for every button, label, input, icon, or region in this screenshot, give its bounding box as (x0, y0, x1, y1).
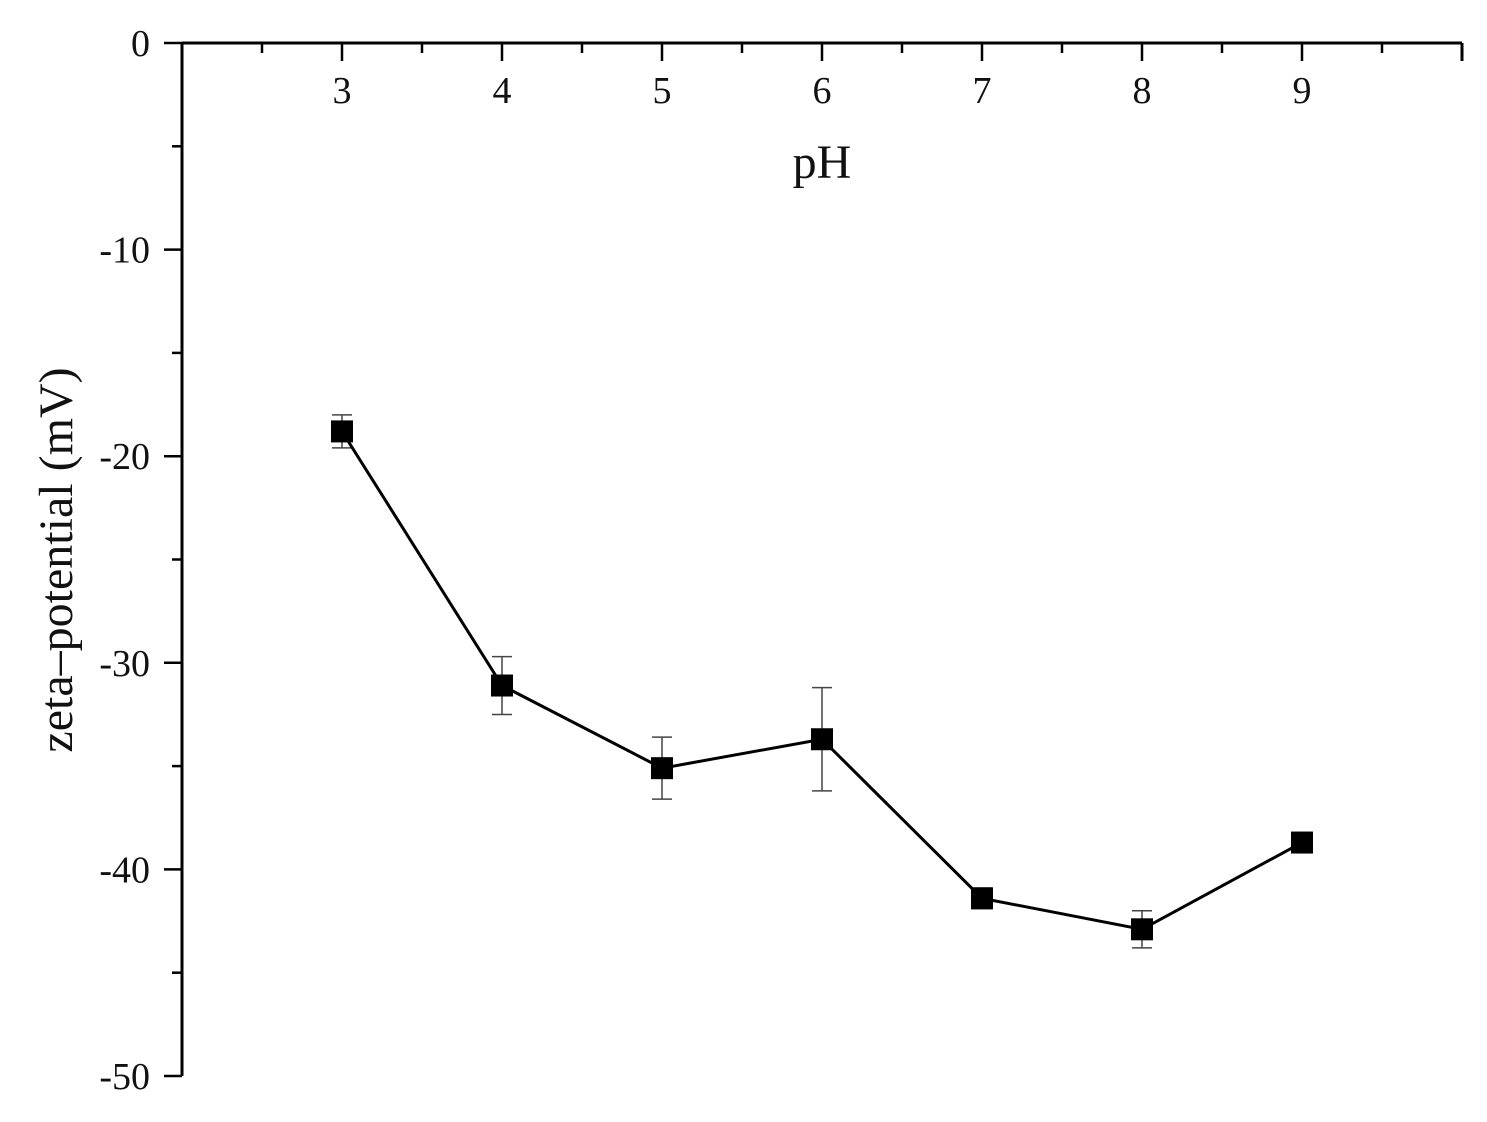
x-tick-label: 5 (653, 70, 672, 112)
data-point (811, 728, 833, 751)
series-line (340, 430, 1303, 931)
y-tick-label: -20 (99, 436, 150, 478)
data-point (651, 757, 673, 780)
tick-marks (164, 41, 1384, 1078)
tick-labels: 3 4 5 6 7 8 9 0 -10 -20 -30 -40 -50 (99, 23, 1311, 1098)
x-axis-title: pH (793, 136, 852, 189)
data-point (491, 674, 513, 697)
x-tick-label: 6 (813, 70, 832, 112)
data-point (331, 420, 353, 443)
x-tick-label: 4 (493, 70, 512, 112)
y-tick-label: -50 (99, 1056, 150, 1098)
x-tick-label: 7 (973, 70, 992, 112)
x-tick-label: 3 (333, 70, 352, 112)
data-markers (331, 420, 1313, 941)
data-point (1131, 918, 1153, 941)
data-point (971, 887, 993, 910)
data-point (1291, 831, 1313, 854)
y-tick-label: -30 (99, 643, 150, 685)
y-tick-label: -40 (99, 849, 150, 891)
y-axis-title: zeta–potential (mV) (30, 367, 83, 752)
x-tick-label: 9 (1293, 70, 1312, 112)
data-series (340, 430, 1303, 931)
y-tick-label: -10 (99, 230, 150, 272)
axes (180, 41, 1464, 1076)
y-tick-label: 0 (131, 23, 150, 65)
error-bars (332, 414, 1312, 949)
x-tick-label: 8 (1133, 70, 1152, 112)
